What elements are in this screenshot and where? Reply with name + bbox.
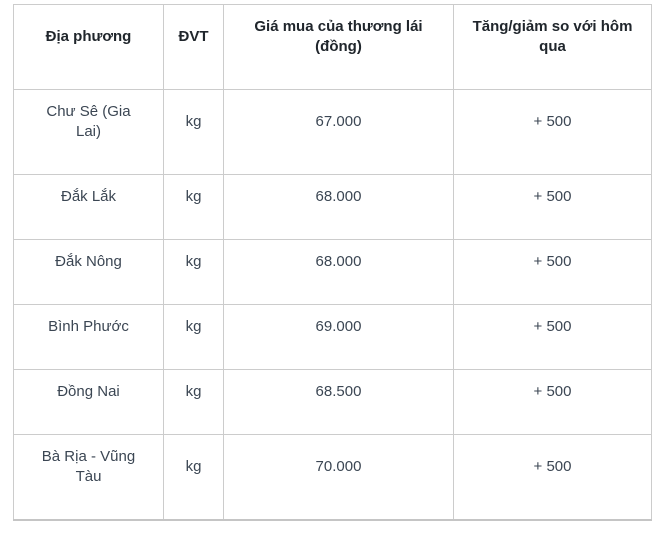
- cell-location: Đắk Nông: [13, 239, 164, 305]
- cell-change: + 500: [453, 174, 652, 240]
- cell-price: 67.000: [223, 89, 454, 175]
- cell-location: Đắk Lắk: [13, 174, 164, 240]
- column-header-change: Tăng/giảm so với hôm qua: [453, 4, 652, 90]
- table-body: Chư Sê (Gia Lai) kg 67.000 + 500 Đắk Lắk…: [13, 89, 652, 521]
- table-row: Chư Sê (Gia Lai) kg 67.000 + 500: [13, 89, 652, 175]
- column-header-location: Địa phương: [13, 4, 164, 90]
- cell-price: 70.000: [223, 434, 454, 521]
- cell-unit: kg: [163, 369, 224, 435]
- cell-unit: kg: [163, 89, 224, 175]
- cell-unit: kg: [163, 174, 224, 240]
- cell-change: + 500: [453, 89, 652, 175]
- cell-change: + 500: [453, 369, 652, 435]
- cell-price: 68.000: [223, 239, 454, 305]
- price-table-container: Địa phương ĐVT Giá mua của thương lái (đ…: [13, 4, 665, 521]
- table-row: Đồng Nai kg 68.500 + 500: [13, 369, 652, 435]
- cell-unit: kg: [163, 434, 224, 521]
- cell-location: Bình Phước: [13, 304, 164, 370]
- column-header-price: Giá mua của thương lái (đồng): [223, 4, 454, 90]
- table-row: Bà Rịa - Vũng Tàu kg 70.000 + 500: [13, 434, 652, 521]
- cell-change: + 500: [453, 239, 652, 305]
- cell-price: 68.500: [223, 369, 454, 435]
- cell-change: + 500: [453, 434, 652, 521]
- table-row: Đắk Lắk kg 68.000 + 500: [13, 174, 652, 240]
- column-header-unit: ĐVT: [163, 4, 224, 90]
- table-row: Đắk Nông kg 68.000 + 500: [13, 239, 652, 305]
- cell-location: Chư Sê (Gia Lai): [13, 89, 164, 175]
- header-row: Địa phương ĐVT Giá mua của thương lái (đ…: [13, 4, 652, 90]
- cell-location: Bà Rịa - Vũng Tàu: [13, 434, 164, 521]
- pepper-price-table: Địa phương ĐVT Giá mua của thương lái (đ…: [13, 4, 652, 521]
- table-row: Bình Phước kg 69.000 + 500: [13, 304, 652, 370]
- cell-location: Đồng Nai: [13, 369, 164, 435]
- cell-change: + 500: [453, 304, 652, 370]
- cell-price: 68.000: [223, 174, 454, 240]
- cell-price: 69.000: [223, 304, 454, 370]
- cell-unit: kg: [163, 304, 224, 370]
- cell-unit: kg: [163, 239, 224, 305]
